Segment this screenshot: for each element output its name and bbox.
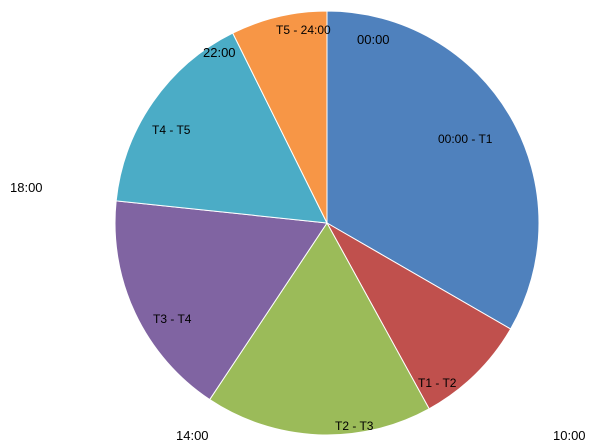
time-label-14: 14:00 <box>176 428 209 443</box>
time-label-22: 22:00 <box>203 45 236 60</box>
slice-label-5: T4 - T5 <box>152 123 191 137</box>
slice-label-3: T2 - T3 <box>335 419 374 433</box>
time-label-00: 00:00 <box>357 32 390 47</box>
pie-slice-4 <box>114 200 328 401</box>
time-label-18: 18:00 <box>10 180 43 195</box>
slice-label-2: T1 - T2 <box>418 376 457 390</box>
slice-label-6: T5 - 24:00 <box>276 23 331 37</box>
time-label-10: 10:00 <box>553 428 586 443</box>
slice-labels: 00:00 - T1 T1 - T2 T2 - T3 T3 - T4 T4 - T5 T5… <box>152 23 493 433</box>
pie-slice-5 <box>115 32 328 224</box>
slice-label-1: 00:00 - T1 <box>438 132 493 146</box>
pie-slice-1 <box>326 10 540 330</box>
pie-slice-2 <box>325 221 512 410</box>
slice-label-4: T3 - T4 <box>153 312 192 326</box>
pie-slice-6 <box>232 10 328 224</box>
slices <box>114 10 540 436</box>
pie-slice-3 <box>208 222 430 436</box>
time-labels: 00:00 10:00 14:00 18:00 22:00 <box>10 32 586 443</box>
